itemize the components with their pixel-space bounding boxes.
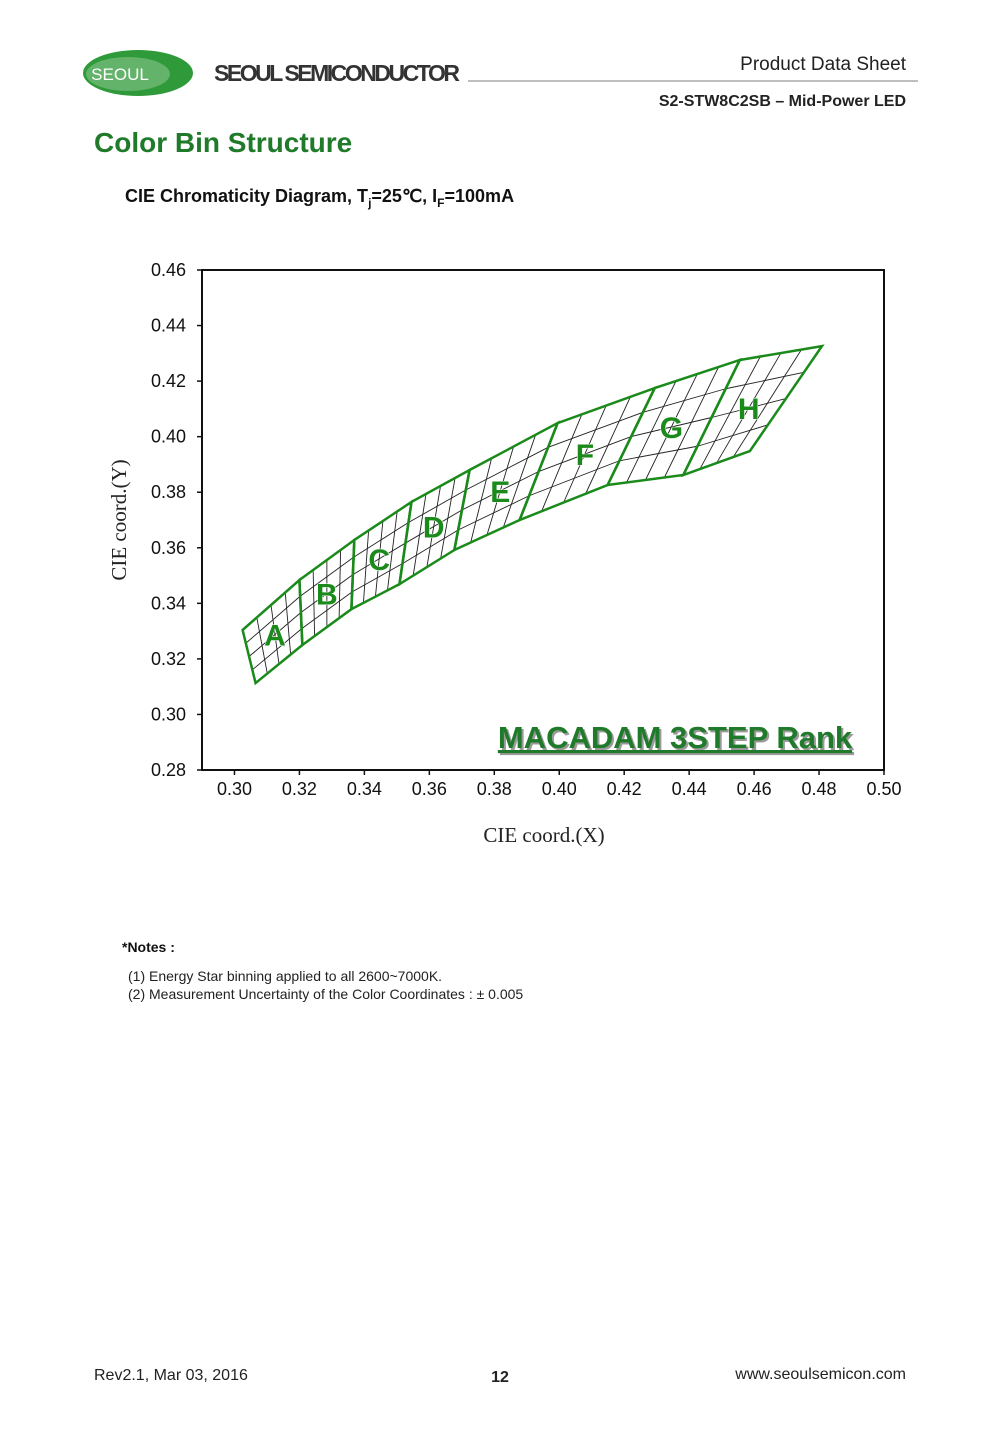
logo-text: SEOUL [91, 65, 149, 84]
bin-grid-line [248, 612, 302, 657]
x-tick-label: 0.40 [542, 779, 577, 799]
bin-label: D [423, 512, 445, 545]
bin-grid-line [538, 436, 632, 472]
bin-grid-line [284, 592, 292, 655]
title-sub: F [437, 196, 444, 210]
y-tick-label: 0.44 [151, 316, 186, 336]
x-tick-label: 0.42 [607, 779, 642, 799]
bin: A [241, 577, 304, 686]
bin-grid-line [300, 574, 354, 613]
bin-grid-line [386, 511, 398, 591]
bin-grid-line [405, 509, 463, 544]
bin-grid-line [711, 398, 787, 418]
y-tick-label: 0.40 [151, 427, 186, 447]
y-tick-label: 0.34 [151, 593, 186, 613]
y-tick-label: 0.42 [151, 371, 186, 391]
y-tick-label: 0.46 [151, 260, 186, 280]
bin-grid-line [732, 349, 802, 458]
x-tick-label: 0.44 [672, 779, 707, 799]
y-tick-label: 0.32 [151, 649, 186, 669]
bin: B [298, 537, 356, 648]
bin: G [605, 357, 743, 487]
logo-badge [83, 50, 193, 96]
bin-grid-line [631, 417, 712, 437]
bin: F [517, 385, 658, 523]
bin-grid-line [725, 371, 805, 390]
bin-grid-line [547, 411, 644, 448]
footer-revision: Rev2.1, Mar 03, 2016 [94, 1367, 248, 1384]
bin-grid-line [440, 477, 456, 559]
bin-grid-line [663, 366, 719, 478]
title-part: =25℃, I [371, 186, 437, 206]
x-tick-label: 0.48 [802, 779, 837, 799]
x-tick-label: 0.50 [866, 779, 901, 799]
notes-heading: *Notes : [122, 939, 175, 955]
y-tick-label: 0.30 [151, 704, 186, 724]
annotation-shadow: MACADAM 3STEP Rank [500, 722, 855, 757]
plot-frame [201, 269, 885, 771]
y-tick-label: 0.36 [151, 538, 186, 558]
bin-label: C [368, 544, 390, 577]
bin-grid-line [299, 556, 354, 597]
bin: E [452, 420, 561, 553]
bin-grid-line [461, 471, 539, 511]
x-tick-label: 0.30 [217, 779, 252, 799]
bin-grid-line [642, 388, 726, 413]
footer-page: 12 [491, 1369, 509, 1386]
x-axis-label: CIE coord.(X) [483, 823, 604, 847]
footer-website: www.seoulsemicon.com [734, 1366, 906, 1383]
x-tick-label: 0.32 [282, 779, 317, 799]
section-title: Color Bin Structure [94, 127, 352, 158]
y-tick-label: 0.38 [151, 482, 186, 502]
note: (2) Measurement Uncertainty of the Color… [128, 986, 523, 1002]
chart-title: CIE Chromaticity Diagram, Tj=25℃, IF=100… [125, 186, 514, 210]
bin-label: E [490, 476, 510, 509]
bin-grid-line [353, 522, 409, 558]
title-sub: j [367, 196, 371, 210]
annotation: MACADAM 3STEP Rank [498, 720, 853, 755]
bin-grid-line [585, 396, 631, 494]
bin-grid-line [338, 549, 342, 619]
bin-grid-line [245, 595, 301, 644]
bin-region [680, 344, 825, 478]
title-part: CIE Chromaticity Diagram, T [125, 186, 368, 206]
bin-grid-line [502, 434, 537, 528]
doc-type: Product Data Sheet [740, 54, 907, 75]
x-tick-label: 0.36 [412, 779, 447, 799]
bin-label: G [660, 412, 683, 445]
plot: 0.30 0.32 0.34 0.36 0.38 0.40 0.42 0.44 0.46 0.48… [151, 260, 902, 799]
note: (1) Energy Star binning applied to all 2… [128, 968, 442, 984]
title-part: =100mA [445, 186, 515, 206]
x-tick-label: 0.38 [477, 779, 512, 799]
product-name: S2-STW8C2SB – Mid-Power LED [659, 93, 906, 110]
bin-label: B [316, 579, 338, 612]
bin-label: F [576, 439, 594, 472]
y-axis-label: CIE coord.(Y) [107, 459, 131, 580]
bin: H [680, 344, 825, 478]
x-tick-label: 0.46 [737, 779, 772, 799]
company-name: SEOUL SEMICONDUCTOR [214, 60, 460, 86]
x-tick-label: 0.34 [347, 779, 382, 799]
y-tick-label: 0.28 [151, 760, 186, 780]
logo-shine [86, 57, 170, 91]
bin-grid-line [408, 489, 467, 523]
bin-label: H [738, 393, 760, 426]
bin-grid-line [352, 542, 406, 575]
bin-grid-line [465, 446, 549, 491]
bin-label: A [264, 620, 286, 653]
